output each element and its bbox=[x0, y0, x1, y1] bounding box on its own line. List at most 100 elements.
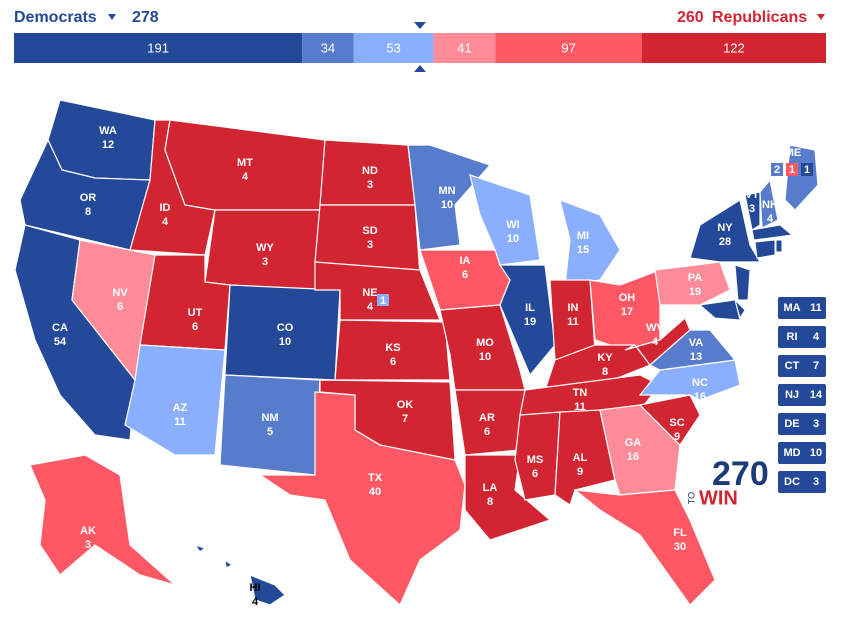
state-shape bbox=[754, 239, 776, 259]
state-votes: 7 bbox=[402, 413, 408, 425]
small-state-votes: 11 bbox=[810, 302, 822, 314]
state-votes: 3 bbox=[367, 179, 373, 191]
state-votes: 13 bbox=[690, 351, 702, 363]
state-votes: 4 bbox=[242, 171, 249, 183]
state-shape bbox=[334, 319, 451, 381]
state-abbr: WV bbox=[646, 322, 664, 334]
small-state-votes: 7 bbox=[813, 360, 819, 372]
state-votes: 8 bbox=[487, 496, 493, 508]
state-votes: 11 bbox=[174, 416, 186, 428]
state-abbr: SD bbox=[362, 225, 377, 237]
state-votes: 11 bbox=[574, 401, 586, 413]
state-abbr: KY bbox=[597, 352, 613, 364]
state-votes: 12 bbox=[102, 139, 114, 151]
state-shape bbox=[519, 374, 661, 416]
small-state-box bbox=[778, 384, 826, 406]
district-box bbox=[786, 163, 798, 176]
state-abbr: TX bbox=[368, 472, 383, 484]
state-shape bbox=[734, 264, 751, 301]
state-abbr: WA bbox=[99, 125, 117, 137]
state-votes: 10 bbox=[479, 351, 491, 363]
rep-total: 260 bbox=[677, 9, 704, 26]
state-abbr: AR bbox=[479, 412, 495, 424]
district-box bbox=[377, 294, 389, 306]
bar-label: 122 bbox=[723, 40, 745, 55]
state-abbr: WI bbox=[506, 219, 519, 231]
state-shape bbox=[124, 344, 226, 456]
state-abbr: ME bbox=[785, 147, 802, 159]
bar-segment bbox=[433, 33, 496, 63]
state-shape bbox=[258, 391, 466, 606]
state-shape bbox=[689, 199, 762, 263]
small-state-abbr: MD bbox=[783, 447, 800, 459]
state-shape bbox=[514, 411, 561, 501]
state-abbr: GA bbox=[625, 437, 642, 449]
state-shape bbox=[751, 224, 794, 241]
district-votes: 1 bbox=[380, 295, 386, 307]
state-votes: 10 bbox=[279, 336, 291, 348]
state-abbr: NY bbox=[717, 222, 733, 234]
bar-segment bbox=[14, 33, 303, 63]
district-votes: 1 bbox=[789, 164, 795, 176]
state-votes: 3 bbox=[749, 203, 755, 215]
small-state-box bbox=[778, 471, 826, 493]
small-state-abbr: NJ bbox=[785, 389, 799, 401]
small-state-box bbox=[778, 355, 826, 377]
small-state-abbr: CT bbox=[785, 360, 800, 372]
state-abbr: ND bbox=[362, 165, 378, 177]
state-votes: 4 bbox=[162, 216, 169, 228]
midpoint-marker bbox=[414, 65, 426, 72]
state-abbr: WY bbox=[256, 242, 274, 254]
state-abbr: MN bbox=[438, 185, 455, 197]
rep-dropdown[interactable] bbox=[817, 14, 825, 20]
state-shape bbox=[249, 574, 286, 606]
state-votes: 19 bbox=[689, 286, 701, 298]
dem-label[interactable]: Democrats bbox=[14, 9, 97, 26]
district-votes: 2 bbox=[774, 164, 780, 176]
district-box bbox=[801, 163, 813, 176]
state-abbr: MI bbox=[577, 230, 589, 242]
small-state-abbr: DE bbox=[784, 418, 799, 430]
state-votes: 17 bbox=[621, 306, 633, 318]
small-state-abbr: RI bbox=[787, 331, 798, 343]
rep-label[interactable]: Republicans bbox=[712, 9, 807, 26]
state-abbr: KS bbox=[385, 342, 400, 354]
district-box bbox=[771, 163, 783, 176]
state-abbr: CA bbox=[52, 322, 68, 334]
small-state-box bbox=[778, 297, 826, 319]
state-abbr: OR bbox=[80, 192, 97, 204]
logo-win: WIN bbox=[699, 487, 738, 509]
midpoint-marker bbox=[414, 22, 426, 29]
state-shape bbox=[638, 394, 701, 446]
state-votes: 10 bbox=[507, 233, 519, 245]
state-abbr: OH bbox=[619, 292, 636, 304]
state-abbr: NV bbox=[112, 287, 128, 299]
state-votes: 28 bbox=[719, 236, 731, 248]
dem-total: 278 bbox=[132, 9, 159, 26]
state-abbr: HI bbox=[250, 582, 261, 594]
state-shape bbox=[784, 144, 819, 211]
state-shape bbox=[224, 558, 234, 569]
state-shape bbox=[407, 144, 492, 251]
state-votes: 19 bbox=[524, 316, 536, 328]
state-shape bbox=[654, 261, 731, 306]
state-abbr: OK bbox=[397, 399, 414, 411]
state-abbr: PA bbox=[688, 272, 703, 284]
state-shape bbox=[624, 316, 691, 366]
small-state-votes: 10 bbox=[810, 447, 822, 459]
state-abbr: ID bbox=[160, 202, 171, 214]
state-abbr: SC bbox=[669, 417, 684, 429]
state-abbr: MT bbox=[237, 157, 253, 169]
state-votes: 4 bbox=[652, 336, 659, 348]
dem-dropdown[interactable] bbox=[108, 14, 116, 20]
state-votes: 5 bbox=[267, 426, 273, 438]
state-votes: 3 bbox=[262, 256, 268, 268]
state-votes: 6 bbox=[532, 468, 538, 480]
state-abbr: UT bbox=[188, 307, 203, 319]
small-state-box bbox=[778, 413, 826, 435]
state-votes: 6 bbox=[484, 426, 490, 438]
state-votes: 4 bbox=[367, 301, 374, 313]
state-abbr: MO bbox=[476, 337, 494, 349]
state-votes: 4 bbox=[252, 596, 259, 608]
